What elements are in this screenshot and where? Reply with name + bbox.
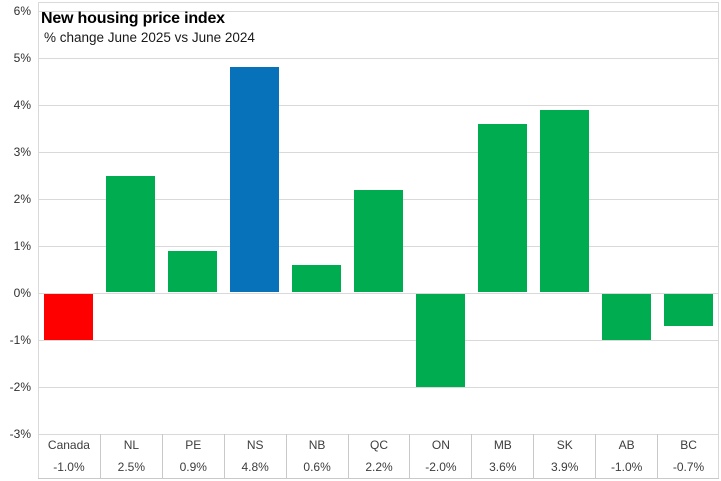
y-axis-tick-label: 6% xyxy=(13,4,31,18)
y-axis-tick-label: -3% xyxy=(9,427,31,441)
category-cell-ab: AB -1.0% xyxy=(595,434,657,478)
gridline-3% xyxy=(38,152,719,153)
y-axis-tick-label: 5% xyxy=(13,51,31,65)
category-label: BC xyxy=(680,438,697,452)
bar-canada xyxy=(44,294,93,340)
y-axis-tick-label: 3% xyxy=(13,145,31,159)
gridline-5% xyxy=(38,58,719,59)
category-cell-mb: MB 3.6% xyxy=(471,434,533,478)
category-label: QC xyxy=(369,438,388,452)
y-axis-tick-label: 1% xyxy=(13,239,31,253)
category-value: -2.0% xyxy=(425,460,457,474)
category-label: PE xyxy=(185,438,202,452)
category-value: 2.2% xyxy=(365,460,393,474)
bar-on xyxy=(416,294,465,387)
y-axis-tick-label: 0% xyxy=(13,286,31,300)
category-value: 3.6% xyxy=(489,460,517,474)
gridline--2% xyxy=(38,387,719,388)
chart-title: New housing price index xyxy=(41,10,225,27)
category-cell-canada: Canada -1.0% xyxy=(38,434,100,478)
gridline-0% xyxy=(38,293,719,294)
y-axis-tick-label: -2% xyxy=(9,380,31,394)
category-label: NS xyxy=(246,438,264,452)
bar-ns xyxy=(230,67,279,292)
category-label: NB xyxy=(308,438,326,452)
bar-pe xyxy=(168,251,217,292)
category-cell-bc: BC -0.7% xyxy=(657,434,719,478)
category-cell-pe: PE 0.9% xyxy=(161,434,224,478)
category-cell-on: ON -2.0% xyxy=(409,434,471,478)
y-axis-tick-label: -1% xyxy=(9,333,31,347)
category-cell-qc: QC 2.2% xyxy=(347,434,410,478)
category-cell-ns: NS 4.8% xyxy=(223,434,286,478)
bar-bc xyxy=(664,294,713,326)
bar-ab xyxy=(602,294,651,340)
category-cell-nb: NB 0.6% xyxy=(285,434,348,478)
bar-mb xyxy=(478,124,527,292)
bar-sk xyxy=(540,110,589,292)
category-value: 4.8% xyxy=(241,460,269,474)
bar-nb xyxy=(292,265,341,292)
gridline--1% xyxy=(38,340,719,341)
category-value: 0.9% xyxy=(179,460,207,474)
gridline--3% xyxy=(38,434,719,435)
category-cell-sk: SK 3.9% xyxy=(533,434,595,478)
y-axis-tick-label: 4% xyxy=(13,98,31,112)
category-value: 2.5% xyxy=(117,460,146,474)
gridline-4% xyxy=(38,105,719,106)
chart-subtitle: % change June 2025 vs June 2024 xyxy=(44,30,255,45)
category-data-table: Canada -1.0% NL 2.5% PE 0.9% NS 4.8% NB 0.6% QC 2.2… xyxy=(38,434,719,479)
category-label: AB xyxy=(618,438,635,452)
category-label: MB xyxy=(493,438,512,452)
category-value: 3.9% xyxy=(551,460,579,474)
y-axis-tick-label: 2% xyxy=(13,192,31,206)
category-cell-nl: NL 2.5% xyxy=(99,434,162,478)
category-value: -0.7% xyxy=(672,460,705,474)
gridline-6% xyxy=(38,11,719,12)
bar-nl xyxy=(106,176,155,292)
category-value: -1.0% xyxy=(53,460,85,474)
category-value: 0.6% xyxy=(303,460,331,474)
category-label: Canada xyxy=(47,438,90,452)
category-label: SK xyxy=(556,438,573,452)
category-label: ON xyxy=(431,438,450,452)
bar-qc xyxy=(354,190,403,292)
category-label: NL xyxy=(123,438,140,452)
category-value: -1.0% xyxy=(610,460,643,474)
